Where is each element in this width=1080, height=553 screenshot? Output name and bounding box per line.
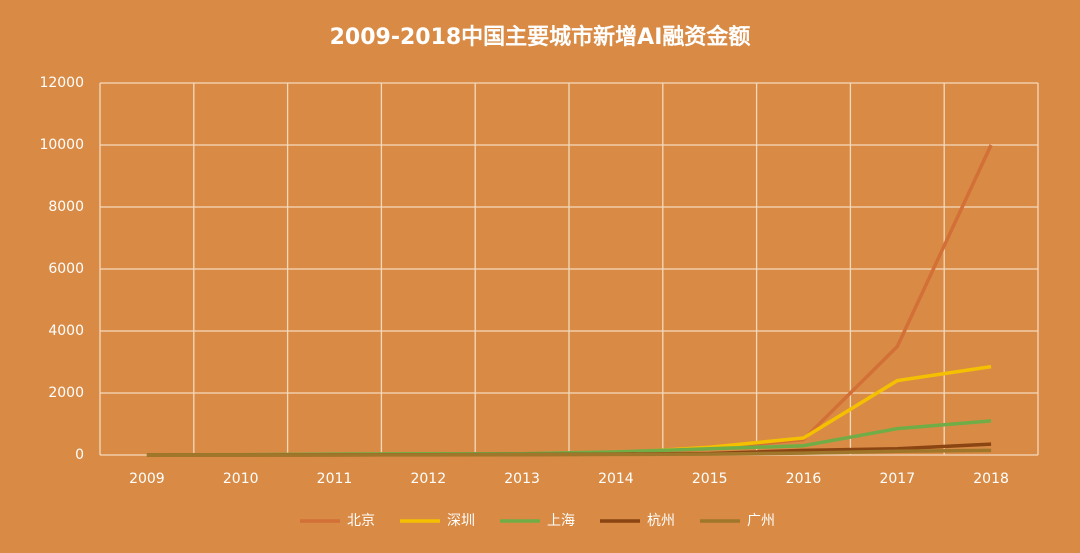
- legend-label: 上海: [547, 513, 575, 529]
- series-line: [146, 448, 992, 457]
- legend-label: 广州: [747, 513, 775, 529]
- y-tick-label: 0: [75, 447, 84, 463]
- x-tick-label: 2018: [973, 471, 1009, 487]
- x-tick-label: 2014: [598, 471, 634, 487]
- x-tick-label: 2013: [504, 471, 540, 487]
- y-tick-label: 6000: [48, 261, 84, 277]
- y-tick-label: 8000: [48, 199, 84, 215]
- x-tick-label: 2017: [879, 471, 915, 487]
- legend-label: 杭州: [647, 513, 675, 529]
- x-tick-label: 2015: [692, 471, 728, 487]
- x-tick-label: 2011: [317, 471, 353, 487]
- legend-label: 深圳: [447, 513, 475, 529]
- y-tick-label: 2000: [48, 385, 84, 401]
- x-tick-label: 2012: [410, 471, 446, 487]
- y-tick-label: 12000: [39, 75, 84, 91]
- chart-title: 2009-2018中国主要城市新增AI融资金额: [330, 24, 751, 50]
- y-tick-label: 4000: [48, 323, 84, 339]
- x-tick-label: 2010: [223, 471, 259, 487]
- y-tick-label: 10000: [39, 137, 84, 153]
- legend-label: 北京: [347, 513, 375, 529]
- x-tick-label: 2009: [129, 471, 165, 487]
- x-tick-label: 2016: [786, 471, 822, 487]
